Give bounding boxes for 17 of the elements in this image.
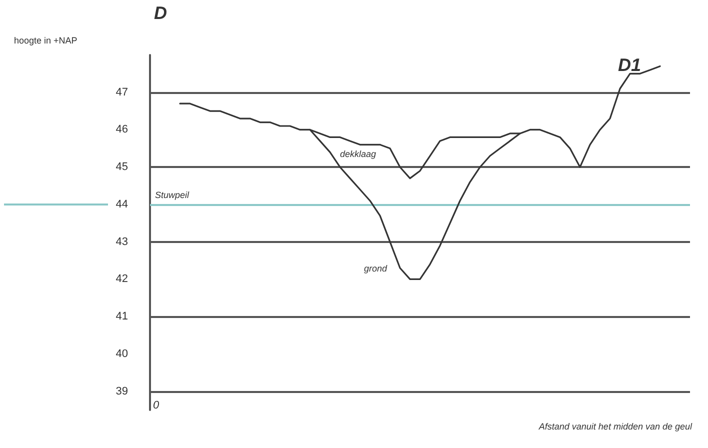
annotation: 0 (153, 400, 160, 412)
y-tick-label: 39 (116, 385, 128, 398)
ref-line-label: Stuwpeil (155, 190, 190, 200)
text: D (154, 3, 167, 23)
series-label: grond (364, 264, 388, 274)
y-tick-label: 40 (116, 348, 128, 360)
y-tick-label: 43 (116, 236, 128, 248)
y-tick-label: 44 (116, 198, 128, 210)
y-tick-label: 47 (116, 86, 128, 98)
y-tick-label: 46 (116, 124, 128, 136)
y-tick-label: 41 (116, 310, 128, 323)
annotation: D1 (618, 55, 642, 75)
y-tick-label: 45 (116, 161, 128, 174)
series-label: dekklaag (340, 149, 376, 160)
y-tick-label: 42 (116, 273, 128, 286)
x-axis-title: Afstand vanuit het midden van de geul (538, 422, 693, 432)
y-axis-title: hoogte in +NAP (14, 36, 78, 46)
